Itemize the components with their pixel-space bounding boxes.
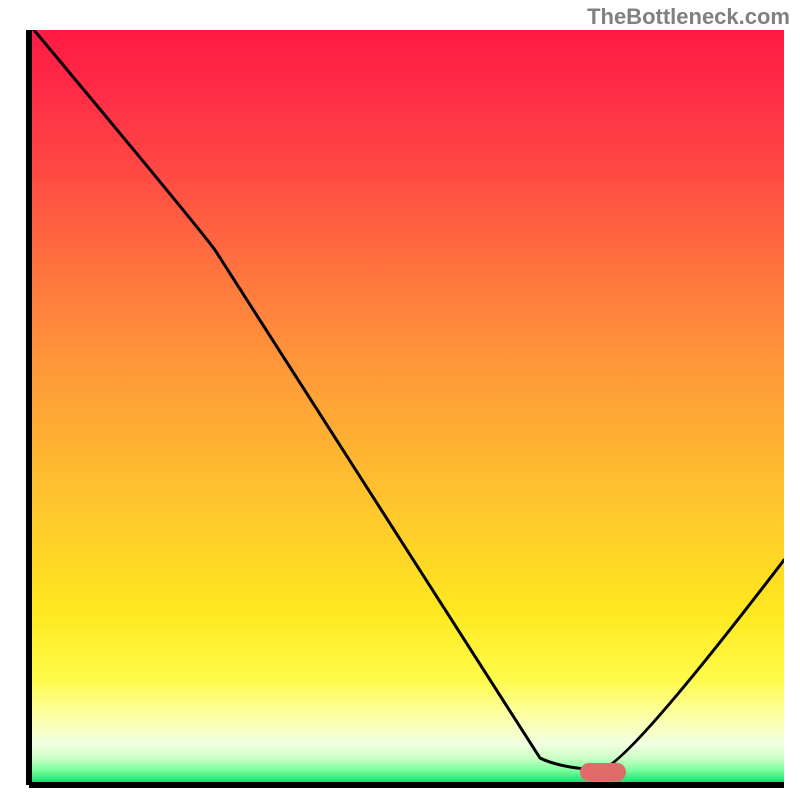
watermark-text: TheBottleneck.com (587, 4, 790, 30)
bottleneck-curve (29, 30, 784, 785)
chart-container: TheBottleneck.com (0, 0, 800, 800)
plot-area (29, 30, 784, 785)
optimal-marker (580, 763, 626, 781)
